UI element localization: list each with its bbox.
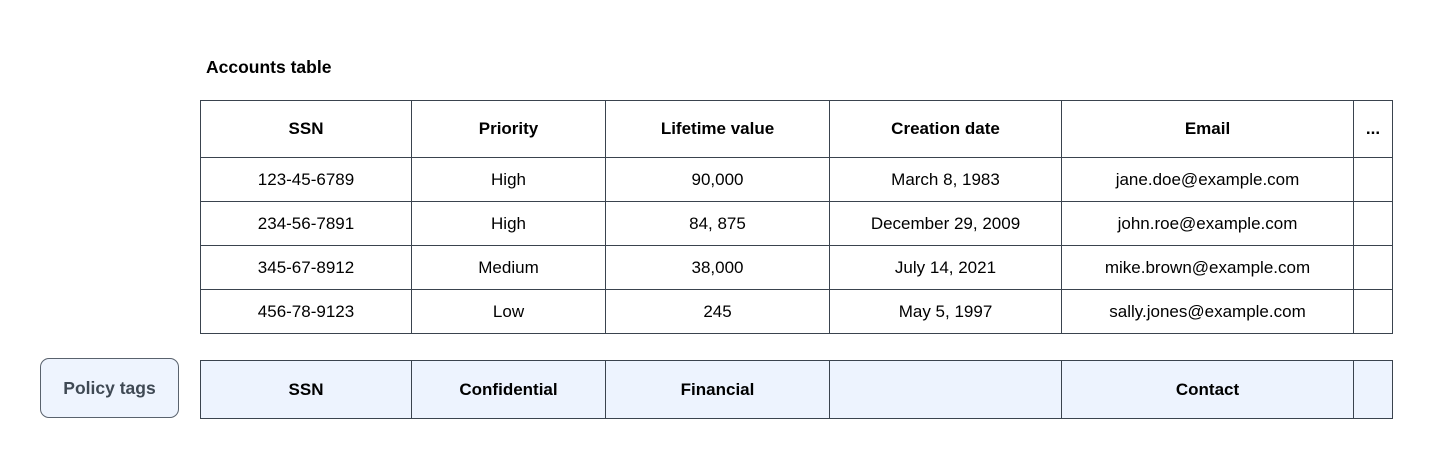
column-header-lifetime-value: Lifetime value <box>605 100 830 158</box>
cell-lifetime-value: 245 <box>605 289 830 334</box>
policy-tag-trailing-empty <box>1353 360 1393 419</box>
cell-lifetime-value: 90,000 <box>605 157 830 202</box>
policy-tag-contact: Contact <box>1061 360 1354 419</box>
column-header-priority: Priority <box>411 100 606 158</box>
cell-more <box>1353 289 1393 334</box>
cell-email: jane.doe@example.com <box>1061 157 1354 202</box>
cell-email: sally.jones@example.com <box>1061 289 1354 334</box>
cell-priority: High <box>411 157 606 202</box>
policy-tag-confidential: Confidential <box>411 360 606 419</box>
cell-ssn: 456-78-9123 <box>200 289 412 334</box>
policy-tags-button-label: Policy tags <box>63 377 156 398</box>
cell-priority: Medium <box>411 245 606 290</box>
cell-more <box>1353 201 1393 246</box>
cell-priority: Low <box>411 289 606 334</box>
cell-priority: High <box>411 201 606 246</box>
table-row: 234-56-7891 High 84, 875 December 29, 20… <box>200 201 1393 246</box>
table-row: 345-67-8912 Medium 38,000 July 14, 2021 … <box>200 245 1393 290</box>
table-title: Accounts table <box>206 57 332 77</box>
policy-tag-cells: SSN Confidential Financial Contact <box>200 360 1393 419</box>
policy-tags-button[interactable]: Policy tags <box>40 358 179 418</box>
column-header-more: ... <box>1353 100 1393 158</box>
cell-creation-date: December 29, 2009 <box>829 201 1062 246</box>
table-row: 123-45-6789 High 90,000 March 8, 1983 ja… <box>200 157 1393 202</box>
cell-ssn: 234-56-7891 <box>200 201 412 246</box>
cell-lifetime-value: 84, 875 <box>605 201 830 246</box>
column-header-creation-date: Creation date <box>829 100 1062 158</box>
cell-creation-date: March 8, 1983 <box>829 157 1062 202</box>
cell-creation-date: May 5, 1997 <box>829 289 1062 334</box>
table-row: 456-78-9123 Low 245 May 5, 1997 sally.jo… <box>200 289 1393 334</box>
cell-email: john.roe@example.com <box>1061 201 1354 246</box>
column-header-ssn: SSN <box>200 100 412 158</box>
policy-tag-ssn: SSN <box>200 360 412 419</box>
policy-tag-empty <box>829 360 1062 419</box>
accounts-table: SSN Priority Lifetime value Creation dat… <box>200 100 1393 334</box>
column-header-email: Email <box>1061 100 1354 158</box>
cell-creation-date: July 14, 2021 <box>829 245 1062 290</box>
header-row: SSN Priority Lifetime value Creation dat… <box>200 100 1393 158</box>
cell-ssn: 123-45-6789 <box>200 157 412 202</box>
policy-tags-row: SSN Confidential Financial Contact <box>200 360 1393 419</box>
cell-ssn: 345-67-8912 <box>200 245 412 290</box>
cell-more <box>1353 157 1393 202</box>
cell-email: mike.brown@example.com <box>1061 245 1354 290</box>
policy-tag-financial: Financial <box>605 360 830 419</box>
cell-lifetime-value: 38,000 <box>605 245 830 290</box>
cell-more <box>1353 245 1393 290</box>
